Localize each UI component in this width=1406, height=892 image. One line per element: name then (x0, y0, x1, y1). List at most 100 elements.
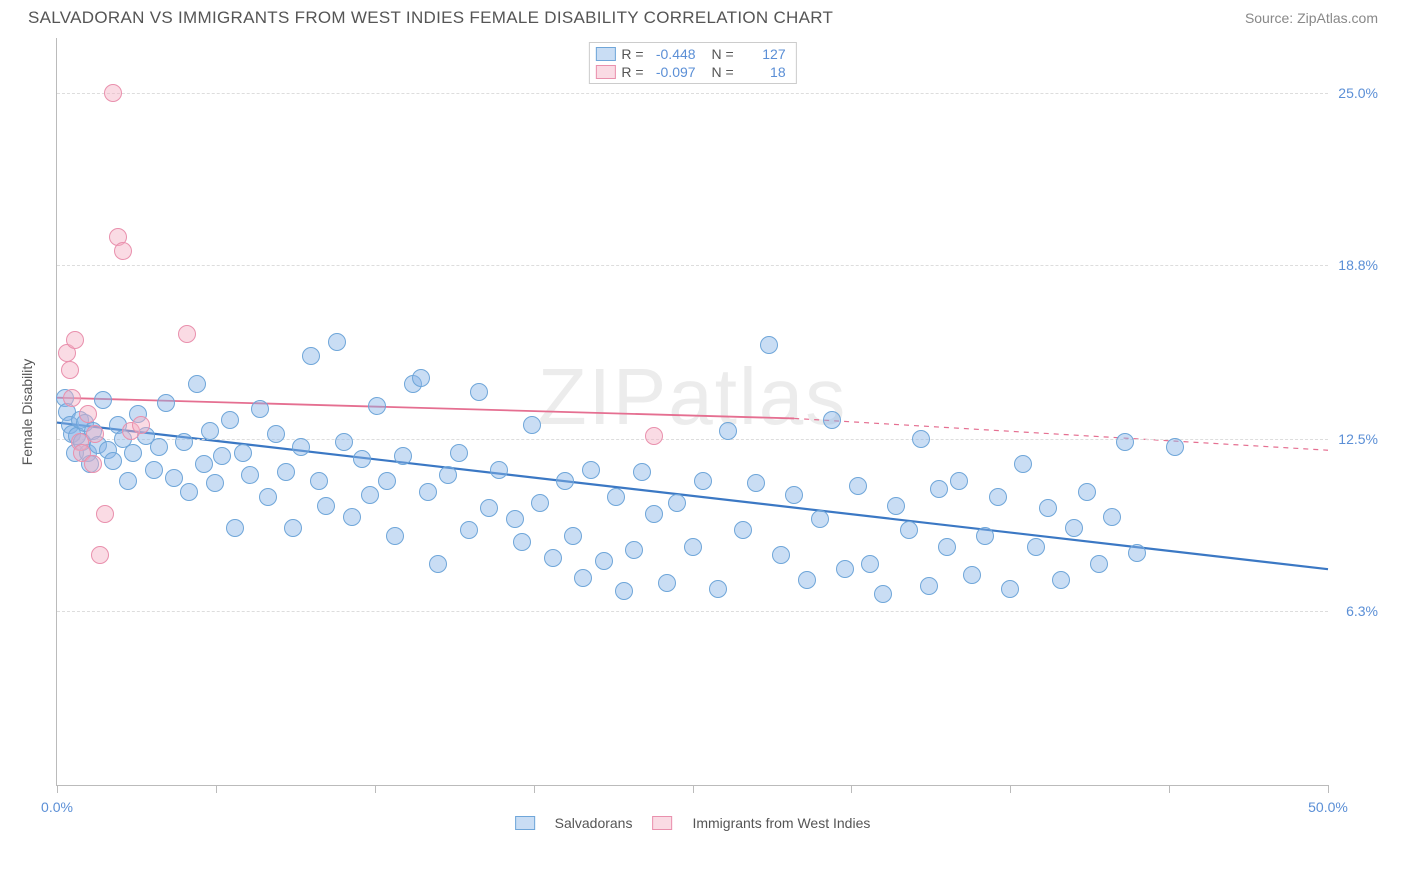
scatter-point-series-0 (595, 552, 613, 570)
scatter-point-series-0 (145, 461, 163, 479)
scatter-point-series-1 (96, 505, 114, 523)
scatter-point-series-0 (1090, 555, 1108, 573)
scatter-point-series-0 (470, 383, 488, 401)
scatter-point-series-0 (625, 541, 643, 559)
scatter-point-series-0 (1116, 433, 1134, 451)
legend-n-value-1: 18 (740, 64, 786, 80)
scatter-point-series-0 (460, 521, 478, 539)
scatter-point-series-1 (61, 361, 79, 379)
legend-swatch-series-0 (515, 816, 535, 830)
x-tick (851, 785, 852, 793)
scatter-point-series-1 (84, 455, 102, 473)
y-axis-title: Female Disability (19, 358, 35, 465)
scatter-point-series-0 (419, 483, 437, 501)
legend-r-value-1: -0.097 (650, 64, 696, 80)
scatter-point-series-0 (188, 375, 206, 393)
scatter-point-series-0 (284, 519, 302, 537)
scatter-point-series-0 (450, 444, 468, 462)
scatter-point-series-0 (277, 463, 295, 481)
scatter-point-series-0 (412, 369, 430, 387)
scatter-point-series-0 (556, 472, 574, 490)
scatter-point-series-1 (63, 389, 81, 407)
scatter-point-series-0 (1078, 483, 1096, 501)
scatter-point-series-0 (1039, 499, 1057, 517)
scatter-point-series-0 (328, 333, 346, 351)
scatter-point-series-0 (645, 505, 663, 523)
scatter-point-series-0 (343, 508, 361, 526)
y-tick-label: 12.5% (1330, 431, 1378, 447)
scatter-point-series-0 (900, 521, 918, 539)
scatter-point-series-0 (607, 488, 625, 506)
scatter-point-series-0 (582, 461, 600, 479)
gridline-h (57, 93, 1328, 94)
scatter-point-series-0 (241, 466, 259, 484)
scatter-point-series-0 (195, 455, 213, 473)
scatter-point-series-1 (86, 425, 104, 443)
scatter-point-series-0 (811, 510, 829, 528)
chart-header: SALVADORAN VS IMMIGRANTS FROM WEST INDIE… (0, 0, 1406, 32)
scatter-point-series-0 (201, 422, 219, 440)
scatter-point-series-0 (658, 574, 676, 592)
legend-r-value-0: -0.448 (650, 46, 696, 62)
scatter-point-series-0 (823, 411, 841, 429)
scatter-point-series-1 (645, 427, 663, 445)
chart-container: Female Disability ZIPatlas R = -0.448 N … (46, 32, 1378, 852)
scatter-point-series-0 (938, 538, 956, 556)
x-tick (375, 785, 376, 793)
scatter-point-series-0 (615, 582, 633, 600)
legend-label-series-1: Immigrants from West Indies (692, 815, 870, 831)
scatter-point-series-0 (861, 555, 879, 573)
scatter-point-series-0 (989, 488, 1007, 506)
scatter-point-series-0 (480, 499, 498, 517)
scatter-point-series-0 (221, 411, 239, 429)
scatter-point-series-0 (226, 519, 244, 537)
x-tick (1010, 785, 1011, 793)
scatter-point-series-1 (132, 416, 150, 434)
legend-r-label: R = (621, 46, 643, 62)
regression-lines-layer (57, 38, 1328, 785)
scatter-point-series-0 (950, 472, 968, 490)
scatter-point-series-0 (920, 577, 938, 595)
source-credit: Source: ZipAtlas.com (1245, 10, 1378, 26)
scatter-point-series-0 (694, 472, 712, 490)
scatter-point-series-0 (849, 477, 867, 495)
scatter-point-series-0 (1052, 571, 1070, 589)
gridline-h (57, 265, 1328, 266)
scatter-point-series-0 (963, 566, 981, 584)
scatter-point-series-0 (887, 497, 905, 515)
source-prefix: Source: (1245, 10, 1297, 26)
scatter-point-series-0 (1166, 438, 1184, 456)
legend-n-value-0: 127 (740, 46, 786, 62)
scatter-point-series-0 (175, 433, 193, 451)
scatter-point-series-0 (874, 585, 892, 603)
scatter-point-series-0 (335, 433, 353, 451)
scatter-point-series-1 (114, 242, 132, 260)
x-tick (1169, 785, 1170, 793)
x-tick-label: 0.0% (41, 799, 73, 815)
legend-row-series-0: R = -0.448 N = 127 (595, 45, 785, 63)
scatter-point-series-0 (1001, 580, 1019, 598)
scatter-point-series-0 (912, 430, 930, 448)
x-tick (57, 785, 58, 793)
scatter-point-series-1 (91, 546, 109, 564)
y-tick-label: 18.8% (1330, 257, 1378, 273)
scatter-point-series-0 (564, 527, 582, 545)
scatter-point-series-0 (292, 438, 310, 456)
scatter-point-series-0 (157, 394, 175, 412)
x-tick-label: 50.0% (1308, 799, 1348, 815)
scatter-point-series-0 (429, 555, 447, 573)
scatter-point-series-0 (734, 521, 752, 539)
scatter-point-series-0 (267, 425, 285, 443)
scatter-point-series-0 (684, 538, 702, 556)
legend-row-series-1: R = -0.097 N = 18 (595, 63, 785, 81)
scatter-point-series-0 (94, 391, 112, 409)
correlation-legend: R = -0.448 N = 127 R = -0.097 N = 18 (588, 42, 796, 84)
scatter-point-series-0 (506, 510, 524, 528)
scatter-point-series-0 (544, 549, 562, 567)
scatter-point-series-0 (1027, 538, 1045, 556)
scatter-point-series-1 (178, 325, 196, 343)
scatter-point-series-0 (234, 444, 252, 462)
scatter-point-series-0 (394, 447, 412, 465)
chart-title: SALVADORAN VS IMMIGRANTS FROM WEST INDIE… (28, 8, 833, 28)
scatter-point-series-0 (747, 474, 765, 492)
